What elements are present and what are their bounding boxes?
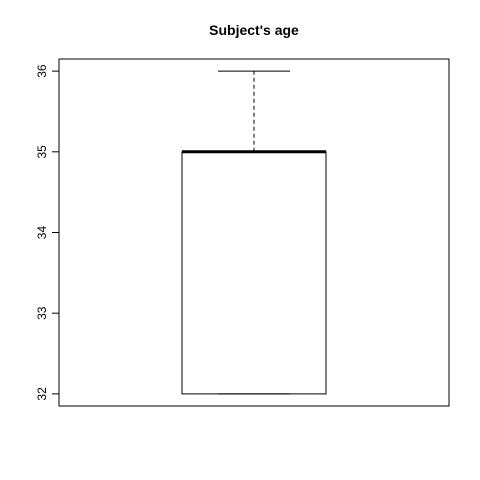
y-tick-label: 32 xyxy=(35,387,49,401)
y-tick-label: 36 xyxy=(35,64,49,78)
y-axis: 32 33 34 35 36 xyxy=(35,64,60,401)
y-tick-label: 33 xyxy=(35,306,49,320)
boxplot-series xyxy=(181,70,327,395)
chart-title: Subject's age xyxy=(209,22,299,38)
y-tick-label: 34 xyxy=(35,226,49,240)
y-tick-label: 35 xyxy=(35,145,49,159)
